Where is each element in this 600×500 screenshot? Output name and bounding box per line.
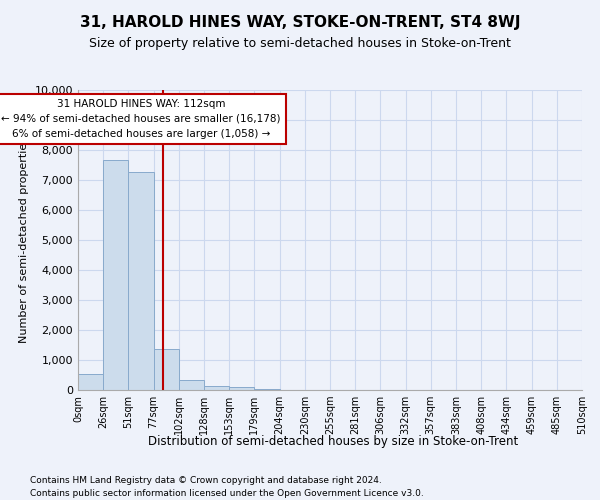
Bar: [154, 349, 179, 390]
Text: Contains public sector information licensed under the Open Government Licence v3: Contains public sector information licen…: [30, 488, 424, 498]
Bar: [229, 388, 254, 390]
Text: 31 HAROLD HINES WAY: 112sqm
← 94% of semi-detached houses are smaller (16,178)
6: 31 HAROLD HINES WAY: 112sqm ← 94% of sem…: [1, 99, 281, 138]
Bar: [179, 380, 204, 390]
Text: Contains HM Land Registry data © Crown copyright and database right 2024.: Contains HM Land Registry data © Crown c…: [30, 476, 382, 485]
Bar: [103, 160, 128, 390]
Bar: [78, 374, 103, 390]
Y-axis label: Number of semi-detached properties: Number of semi-detached properties: [19, 137, 29, 343]
Bar: [128, 172, 154, 390]
Text: Size of property relative to semi-detached houses in Stoke-on-Trent: Size of property relative to semi-detach…: [89, 38, 511, 51]
Bar: [254, 388, 280, 390]
Bar: [204, 386, 229, 390]
Text: Distribution of semi-detached houses by size in Stoke-on-Trent: Distribution of semi-detached houses by …: [148, 435, 518, 448]
Text: 31, HAROLD HINES WAY, STOKE-ON-TRENT, ST4 8WJ: 31, HAROLD HINES WAY, STOKE-ON-TRENT, ST…: [80, 15, 520, 30]
